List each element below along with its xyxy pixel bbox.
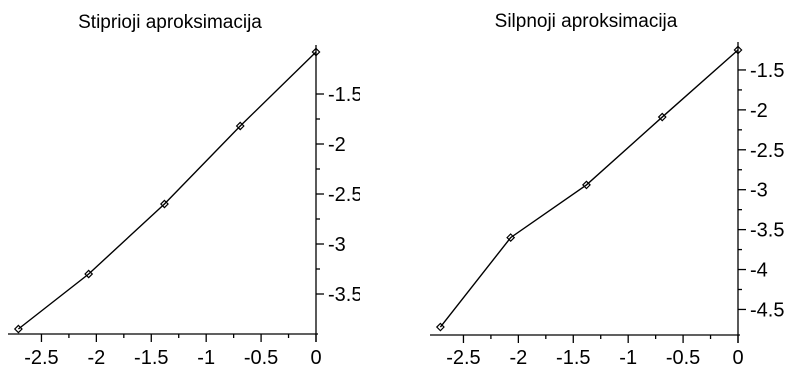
right-y-tick-label: -3.5 bbox=[750, 220, 784, 242]
left-y-tick-label: -3 bbox=[328, 234, 346, 256]
chart-left: Stiprioji aproksimacija -2.5 -2 -1.5 -1 -0.5 0… bbox=[0, 0, 360, 369]
left-data-point bbox=[160, 199, 169, 209]
left-x-tick-label: -0.5 bbox=[244, 347, 278, 369]
left-x-tick-label: 0 bbox=[310, 347, 321, 369]
left-y-tick-label: -3.5 bbox=[328, 284, 360, 306]
left-chart-title: Stiprioji aproksimacija bbox=[78, 12, 262, 33]
left-data-point bbox=[311, 47, 321, 57]
left-x-tick-label: -1.5 bbox=[134, 347, 168, 369]
left-y-tick-label: -2 bbox=[328, 134, 346, 156]
left-x-tick-label: -2.5 bbox=[24, 347, 58, 369]
right-x-tick-label: -2.5 bbox=[446, 347, 480, 369]
right-x-tick-label: -2 bbox=[509, 347, 527, 369]
right-x-tick-label: 0 bbox=[732, 347, 743, 369]
left-x-tick-label: -2 bbox=[87, 347, 105, 369]
chart-right: Silpnoji aproksimacija -2.5 -2 -1.5 -1 -0.5 0 -… bbox=[420, 0, 789, 369]
right-data-point bbox=[733, 45, 743, 55]
left-y-tick-label: -1.5 bbox=[328, 84, 360, 106]
right-y-tick-label: -2 bbox=[750, 100, 768, 122]
right-chart-title: Silpnoji aproksimacija bbox=[495, 11, 678, 32]
left-y-tick-label: -2.5 bbox=[328, 184, 360, 206]
left-data-point bbox=[13, 324, 23, 334]
right-data-point bbox=[657, 112, 667, 122]
left-data-point bbox=[84, 269, 94, 279]
chart-right-svg: Silpnoji aproksimacija -2.5 -2 -1.5 -1 -0.5 0 -… bbox=[430, 11, 784, 369]
right-x-tick-label: -0.5 bbox=[666, 347, 700, 369]
right-y-tick-label: -1.5 bbox=[750, 60, 784, 82]
right-y-tick-label: -3 bbox=[750, 180, 768, 202]
left-data-point bbox=[235, 121, 245, 131]
right-y-tick-label: -2.5 bbox=[750, 140, 784, 162]
right-series-line bbox=[439, 49, 739, 328]
left-series-line bbox=[17, 51, 317, 330]
right-x-tick-label: -1.5 bbox=[556, 347, 590, 369]
right-data-point bbox=[435, 322, 445, 332]
right-data-point bbox=[506, 233, 516, 243]
right-x-tick-label: -1 bbox=[619, 347, 637, 369]
right-y-tick-label: -4 bbox=[750, 260, 768, 282]
chart-left-svg: Stiprioji aproksimacija -2.5 -2 -1.5 -1 -0.5 0… bbox=[8, 12, 360, 369]
left-x-tick-label: -1 bbox=[197, 347, 215, 369]
right-data-point bbox=[582, 180, 591, 190]
right-y-tick-label: -4.5 bbox=[750, 299, 784, 321]
